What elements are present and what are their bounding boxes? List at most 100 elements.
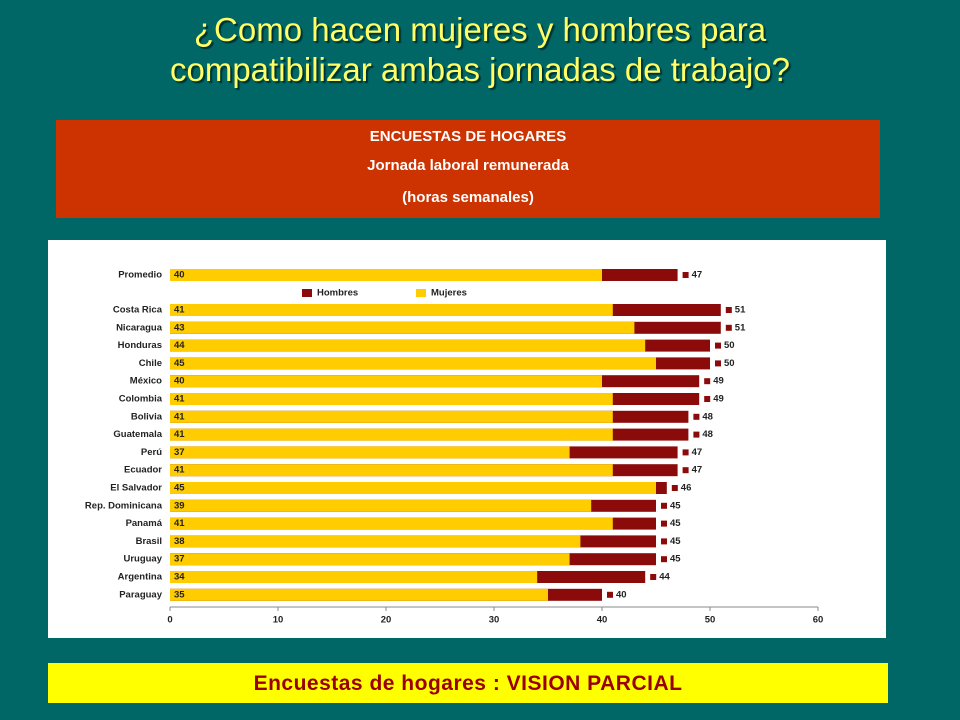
value-label: 50 (724, 358, 735, 369)
value-label: 41 (174, 518, 185, 529)
value-label: 50 (724, 340, 735, 351)
bar (170, 269, 602, 281)
x-tick-label: 40 (597, 615, 608, 626)
x-tick-label: 50 (705, 615, 716, 626)
value-marker (607, 591, 613, 598)
category-label: Panamá (126, 518, 163, 529)
legend-label: Mujeres (431, 288, 467, 299)
chart: 0 10 20 30 40 50 60 Hombres Mujeres Promedio 40 47 C… (48, 240, 886, 638)
value-label: 51 (735, 305, 746, 316)
value-label: 37 (174, 554, 185, 565)
category-label: Bolivia (131, 411, 163, 422)
legend-label: Hombres (317, 288, 358, 299)
value-marker (661, 502, 667, 509)
value-label: 40 (174, 376, 185, 387)
value-label: 45 (174, 483, 185, 494)
value-label: 45 (670, 518, 681, 529)
value-label: 49 (713, 394, 724, 405)
bar (170, 588, 548, 601)
bar (170, 482, 656, 494)
value-marker (661, 520, 667, 527)
header-line: ENCUESTAS DE HOGARES (369, 128, 567, 145)
value-label: 38 (174, 536, 185, 547)
bar (170, 357, 656, 370)
bar (170, 571, 538, 583)
legend-swatch (416, 289, 426, 297)
value-marker (661, 556, 667, 563)
value-marker (661, 538, 667, 545)
value-label: 35 (174, 589, 185, 600)
legend-swatch (302, 289, 312, 297)
value-label: 44 (659, 572, 670, 583)
bar (170, 517, 613, 530)
value-label: 49 (713, 376, 724, 387)
bar (170, 428, 613, 441)
header-box: ENCUESTAS DE HOGARES Jornada laboral rem… (56, 120, 880, 218)
bar (170, 499, 592, 512)
value-marker (650, 574, 657, 580)
bar (170, 339, 646, 352)
title-line: compatibilizar ambas jornadas de trabajo… (169, 51, 790, 88)
value-label: 47 (692, 270, 703, 281)
bar (170, 535, 581, 548)
value-label: 47 (692, 447, 703, 458)
value-label: 46 (681, 483, 692, 494)
bar (170, 446, 570, 459)
bar (170, 410, 613, 423)
value-label: 48 (702, 411, 713, 422)
value-marker (682, 272, 689, 278)
value-label: 45 (174, 358, 185, 369)
value-label: 40 (174, 270, 185, 281)
slide-title: ¿Como hacen mujeres y hombres para compa… (0, 10, 960, 90)
value-label: 45 (670, 536, 681, 547)
value-label: 47 (692, 465, 703, 476)
category-label: Promedio (118, 270, 162, 281)
header-line: (horas semanales) (402, 189, 534, 206)
value-label: 34 (174, 572, 185, 583)
value-marker (704, 378, 711, 385)
value-marker (715, 360, 721, 367)
category-label: Chile (139, 358, 162, 369)
category-label: Perú (141, 447, 162, 458)
value-label: 48 (702, 429, 713, 440)
header-line: Jornada laboral remunerada (367, 157, 569, 174)
value-label: 41 (174, 394, 185, 405)
value-label: 37 (174, 447, 185, 458)
category-label: Rep. Dominicana (85, 500, 163, 511)
category-label: Colombia (119, 394, 163, 405)
category-label: Nicaragua (116, 322, 163, 333)
value-label: 44 (174, 340, 185, 351)
category-label: Brasil (136, 536, 162, 547)
value-label: 40 (616, 589, 627, 600)
category-label: Argentina (118, 572, 163, 583)
value-label: 43 (174, 322, 185, 333)
x-tick-label: 0 (167, 615, 172, 626)
value-label: 51 (735, 322, 746, 333)
category-label: Costa Rica (113, 305, 163, 316)
bar (170, 553, 570, 566)
value-label: 41 (174, 429, 185, 440)
value-marker (725, 324, 732, 331)
value-label: 45 (670, 554, 681, 565)
value-marker (671, 485, 678, 491)
value-marker (682, 467, 689, 474)
value-marker (725, 307, 732, 313)
x-tick-label: 60 (813, 615, 824, 626)
value-marker (682, 449, 689, 456)
category-label: México (130, 376, 162, 387)
value-marker (704, 396, 711, 402)
category-label: El Salvador (110, 483, 162, 494)
bar (170, 393, 613, 405)
category-label: Ecuador (124, 465, 162, 476)
value-label: 45 (670, 500, 681, 511)
x-tick-label: 30 (489, 615, 500, 626)
bar (170, 321, 635, 334)
value-label: 41 (174, 411, 185, 422)
value-label: 41 (174, 305, 185, 316)
footer: Encuestas de hogares : VISION PARCIAL (48, 663, 888, 703)
category-label: Honduras (118, 340, 162, 351)
value-marker (693, 413, 700, 420)
value-marker (715, 342, 721, 349)
value-label: 39 (174, 500, 185, 511)
bar (170, 464, 613, 477)
